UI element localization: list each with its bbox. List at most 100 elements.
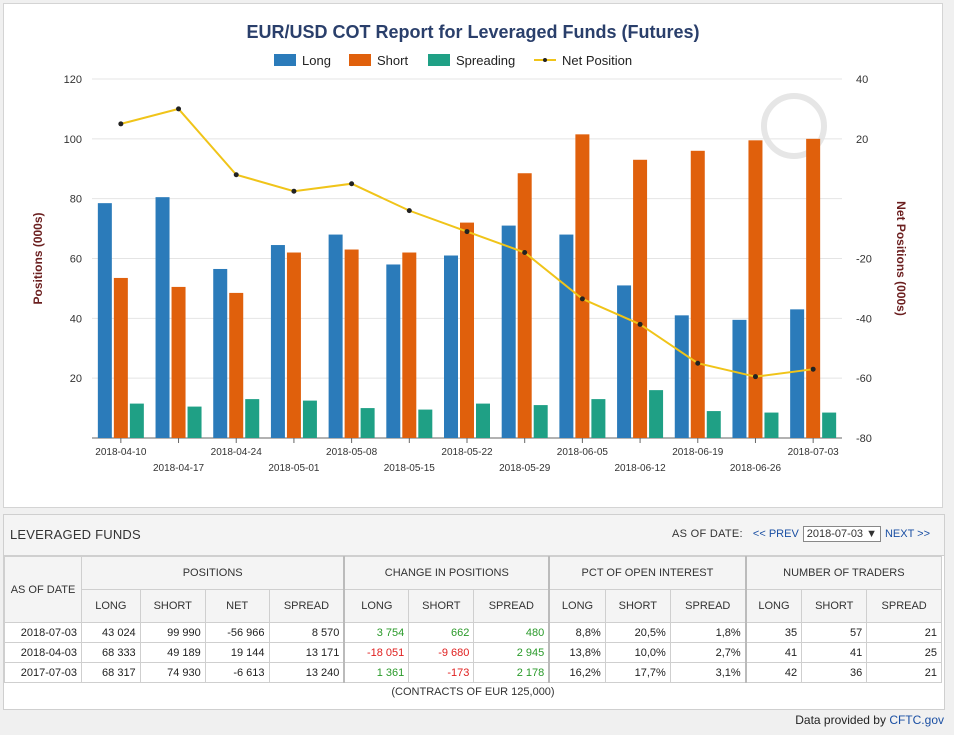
col-change-long: LONG: [343, 589, 410, 623]
bar-spreading: [187, 406, 202, 438]
bar-short: [748, 140, 763, 438]
next-date-link[interactable]: NEXT >>: [884, 528, 930, 540]
date-select[interactable]: 2018-07-03 ▼: [802, 526, 881, 542]
y-tick-label: 20: [70, 373, 82, 385]
legend-label: Short: [377, 53, 408, 68]
chart-panel: EUR/USD COT Report for Leveraged Funds (…: [3, 3, 943, 508]
net-position-point: [291, 188, 297, 194]
bar-long: [97, 203, 112, 438]
bar-long: [270, 245, 285, 438]
x-tick-label: 2018-05-08: [326, 447, 378, 458]
col-positions-net: NET: [204, 589, 270, 623]
cell-chg-spread: 2 178: [473, 662, 550, 683]
x-tick-label: 2018-05-22: [441, 447, 493, 458]
col-positions-short: SHORT: [139, 589, 206, 623]
header-as-of-date: AS OF DATE: [4, 556, 82, 623]
cell-chg-long: 1 361: [343, 662, 410, 683]
col-traders-short: SHORT: [801, 589, 868, 623]
bar-short: [575, 134, 590, 439]
legend-swatch: [428, 54, 450, 66]
cell-pct-short: 17,7%: [604, 662, 671, 683]
y2-tick-label: -40: [856, 313, 872, 325]
col-change-short: SHORT: [408, 589, 475, 623]
bar-short: [229, 292, 244, 438]
y-tick-label: 40: [70, 313, 82, 325]
y2-axis-title: Net Positions (000s): [894, 201, 908, 316]
bar-long: [790, 309, 805, 438]
x-tick-label: 2018-04-10: [95, 447, 147, 458]
cell-trd-long: 41: [744, 642, 803, 663]
bar-spreading: [764, 412, 779, 438]
prev-date-link[interactable]: << PREV: [752, 528, 799, 540]
cell-pos-long: 68 317: [81, 662, 141, 683]
net-position-point: [752, 374, 758, 380]
y2-tick-label: 40: [856, 74, 868, 86]
cell-pct-long: 13,8%: [548, 642, 606, 663]
cell-pct-spread: 3,1%: [669, 662, 747, 683]
data-credit: Data provided by CFTC.gov: [795, 713, 944, 727]
cell-pos-short: 49 189: [139, 642, 206, 663]
y-tick-label: 100: [64, 134, 82, 146]
bar-long: [386, 264, 401, 438]
cell-pct-spread: 1,8%: [669, 622, 747, 643]
cell-trd-spread: 21: [866, 622, 942, 643]
net-position-point: [233, 172, 239, 178]
cell-chg-spread: 2 945: [473, 642, 550, 663]
cot-chart: EUR/USD COT Report for Leveraged Funds (…: [31, 22, 908, 474]
legend-swatch: [274, 54, 296, 66]
cell-trd-spread: 21: [866, 662, 942, 683]
x-tick-label: 2018-04-24: [211, 447, 263, 458]
cell-chg-long: -18 051: [343, 642, 410, 663]
cell-pos-long: 68 333: [81, 642, 141, 663]
cell-chg-short: -173: [408, 662, 475, 683]
x-tick-label: 2018-05-15: [384, 463, 436, 474]
table-title: LEVERAGED FUNDS: [10, 527, 141, 542]
bar-spreading: [533, 405, 548, 438]
header-pct-open-interest: PCT OF OPEN INTEREST: [548, 556, 747, 590]
cell-date: 2017-07-03: [4, 662, 82, 683]
x-tick-label: 2018-07-03: [788, 447, 840, 458]
cell-chg-spread: 480: [473, 622, 550, 643]
x-tick-label: 2018-06-12: [614, 463, 666, 474]
bar-spreading: [129, 403, 144, 438]
cell-pos-spread: 8 570: [268, 622, 345, 643]
date-navigator: AS OF DATE: << PREV 2018-07-03 ▼ NEXT >>: [672, 526, 934, 542]
cell-trd-short: 57: [801, 622, 868, 643]
col-pct-spread: SPREAD: [669, 589, 747, 623]
col-change-spread: SPREAD: [473, 589, 550, 623]
bar-short: [402, 252, 417, 438]
legend-label: Net Position: [562, 53, 632, 68]
bar-long: [732, 319, 747, 438]
cell-pct-short: 20,5%: [604, 622, 671, 643]
bar-short: [517, 173, 532, 439]
cell-pos-net: -6 613: [204, 662, 270, 683]
cftc-link[interactable]: CFTC.gov: [889, 713, 944, 727]
cell-pos-net: -56 966: [204, 622, 270, 643]
credit-text: Data provided by: [795, 713, 886, 727]
bar-long: [328, 234, 343, 438]
bar-spreading: [706, 411, 721, 438]
bar-spreading: [822, 412, 837, 438]
y-tick-label: 60: [70, 254, 82, 266]
table-row: 2018-07-03 43 024 99 990 -56 966 8 570 3…: [4, 622, 942, 643]
col-traders-long: LONG: [744, 589, 803, 623]
bar-spreading: [360, 408, 375, 438]
bar-long: [213, 268, 228, 438]
cell-pct-long: 8,8%: [548, 622, 606, 643]
bar-long: [674, 315, 689, 438]
y2-tick-label: -60: [856, 373, 872, 385]
contracts-footnote: (CONTRACTS OF EUR 125,000): [391, 686, 555, 698]
table-header-bar: LEVERAGED FUNDS AS OF DATE: << PREV 2018…: [4, 515, 944, 556]
bar-long: [155, 197, 170, 438]
net-position-point: [810, 366, 816, 372]
y2-tick-label: 20: [856, 134, 868, 146]
net-position-point: [118, 121, 124, 127]
cell-pos-short: 74 930: [139, 662, 206, 683]
bar-short: [806, 138, 821, 439]
bar-long: [501, 225, 516, 438]
cell-date: 2018-07-03: [4, 622, 82, 643]
x-tick-label: 2018-05-01: [268, 463, 320, 474]
x-tick-label: 2018-06-19: [672, 447, 724, 458]
bar-long: [559, 234, 574, 438]
leveraged-funds-table-panel: LEVERAGED FUNDS AS OF DATE: << PREV 2018…: [3, 514, 945, 710]
